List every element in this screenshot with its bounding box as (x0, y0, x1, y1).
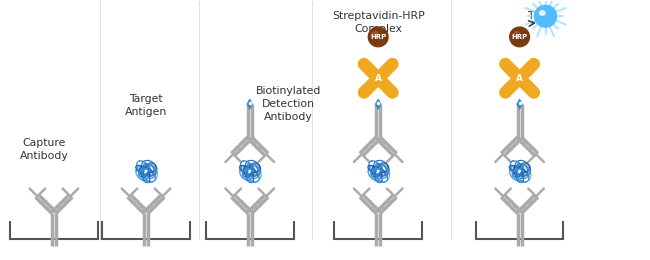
Ellipse shape (369, 27, 388, 47)
Polygon shape (500, 62, 510, 66)
Text: A: A (516, 74, 523, 83)
Ellipse shape (535, 5, 556, 27)
Text: TMB: TMB (527, 11, 551, 21)
Ellipse shape (539, 10, 552, 23)
Ellipse shape (537, 8, 554, 25)
Ellipse shape (514, 31, 519, 36)
Text: HRP: HRP (512, 34, 528, 40)
Polygon shape (375, 99, 381, 109)
Ellipse shape (510, 27, 530, 47)
Polygon shape (529, 91, 538, 95)
Ellipse shape (540, 11, 545, 15)
Polygon shape (359, 91, 369, 95)
Polygon shape (517, 99, 523, 109)
Polygon shape (388, 91, 397, 95)
Polygon shape (500, 91, 510, 95)
Text: HRP: HRP (370, 34, 386, 40)
Text: A: A (374, 74, 382, 83)
Polygon shape (388, 62, 397, 66)
Text: Target
Antigen: Target Antigen (125, 94, 167, 117)
Text: Capture
Antibody: Capture Antibody (20, 138, 68, 161)
Ellipse shape (541, 12, 550, 21)
Polygon shape (529, 62, 538, 66)
Ellipse shape (535, 5, 556, 27)
Polygon shape (247, 99, 253, 109)
Text: Streptavidin-HRP
Complex: Streptavidin-HRP Complex (332, 11, 424, 34)
Polygon shape (359, 62, 369, 66)
Text: Biotinylated
Detection
Antibody: Biotinylated Detection Antibody (256, 86, 321, 122)
Ellipse shape (543, 14, 548, 18)
Ellipse shape (372, 31, 378, 36)
